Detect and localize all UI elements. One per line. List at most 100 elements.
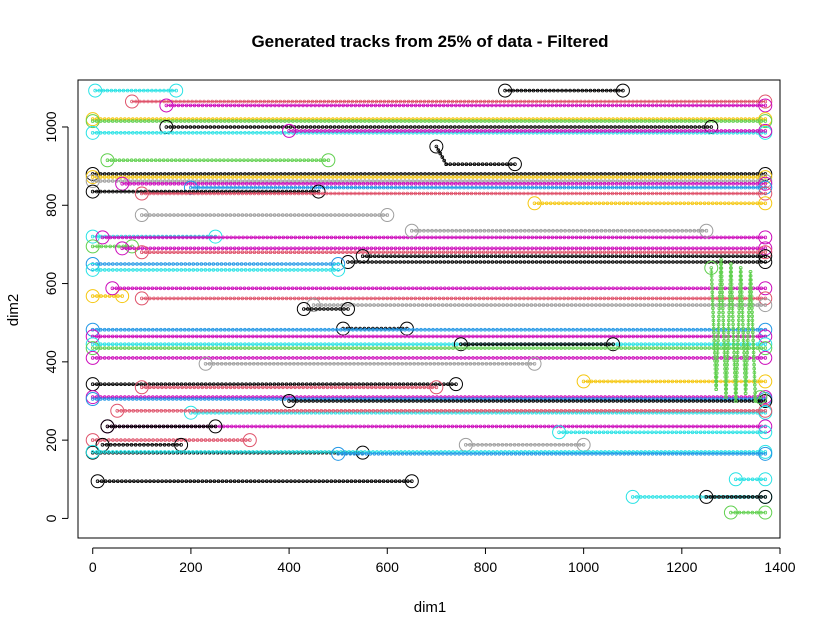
track-point [403,117,407,121]
track-point [191,131,195,135]
track-point [645,125,649,129]
track-point [247,119,251,123]
track-point [369,103,374,108]
track-point [179,119,183,123]
track-point [147,131,151,135]
track-point [681,125,685,129]
track-point [637,125,641,129]
track-point [627,131,631,135]
track-point [382,99,387,104]
track-point [599,117,603,121]
track-point [473,125,477,129]
track-point [433,103,438,108]
track-point [403,131,407,135]
track-point [202,99,206,104]
track-point [133,88,138,93]
track-point [404,125,409,129]
track-point [243,119,247,123]
track-point [307,117,311,121]
track-point [470,99,475,104]
track-point [615,99,619,104]
track-point [705,125,710,129]
track-point [435,119,439,123]
track-end-marker [704,119,719,134]
track-point [739,99,743,104]
track-point [561,125,565,129]
track-point [487,131,491,135]
track-point [591,99,595,104]
track-series [95,230,773,245]
track-point [207,131,211,135]
track-point [335,129,339,133]
track-point [559,119,563,123]
track-point [615,131,619,135]
track-point [454,99,459,104]
track-point [494,103,498,108]
track-point [314,99,319,104]
track-point [671,99,675,104]
track-point [607,117,611,121]
track-point [629,125,633,129]
track-point [159,119,163,123]
track-point [609,125,613,129]
track-point [471,119,475,123]
track-point [247,117,251,121]
track-point [174,88,179,93]
track-point [188,103,193,108]
track-point [407,117,411,121]
track-series [296,302,355,316]
track-point [731,131,735,135]
track-point [259,119,263,123]
track-point [511,119,515,123]
track-point [731,119,735,123]
track-point [310,99,315,104]
track-point [582,103,587,108]
track-point [231,117,235,121]
track-point [271,117,275,121]
track-point [583,131,587,135]
track-point [614,103,619,108]
track-point [581,125,585,129]
track-point [563,117,567,121]
track-point [587,99,591,104]
track-point [546,99,551,104]
track-point [336,125,341,129]
track-point [203,131,207,135]
track-point [475,119,479,123]
track-point [579,131,583,135]
track-point [158,88,162,93]
track-point [650,103,655,108]
track-point [630,103,635,108]
track-point [304,125,309,129]
track-point [457,103,462,108]
track-point [691,131,695,135]
track-point [294,99,299,104]
track-point [425,103,430,108]
track-point [93,88,97,93]
track-point [743,117,748,121]
track-point [457,125,461,129]
track-point [657,125,661,129]
track-point [406,99,411,104]
track-point [551,119,555,123]
track-point [603,117,607,121]
track-point [164,125,169,129]
track-point [323,117,327,121]
track-point [431,117,435,121]
track-point [187,131,191,135]
track-point [419,119,423,123]
track-point [191,119,195,123]
track-point [389,103,394,108]
track-point [207,119,211,123]
track-point [416,125,421,129]
track-point [328,125,333,129]
track-point [695,117,699,121]
track-point [106,131,111,135]
track-point [327,119,331,123]
track-point [139,117,143,121]
track-point [265,103,269,108]
track-point [671,117,675,121]
track-point [150,88,154,93]
track-point [255,119,259,123]
track-point [184,103,189,108]
